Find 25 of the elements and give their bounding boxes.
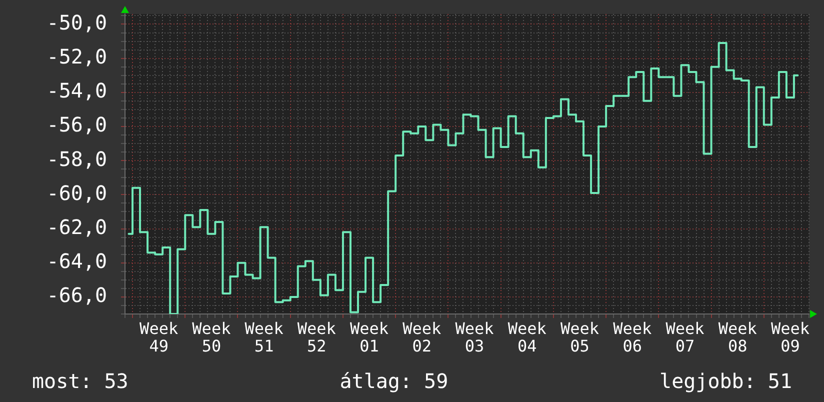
text: most: 53: [32, 369, 128, 393]
text: legjobb: 51: [660, 369, 792, 393]
y-tick-label: -66,0: [46, 283, 107, 308]
x-tick-label: Week 50: [192, 318, 232, 356]
x-tick-label: Week 02: [402, 318, 442, 356]
x-tick-label: Week 09: [770, 318, 810, 356]
y-tick-label: -64,0: [46, 249, 107, 274]
text: átlag: 59: [340, 369, 448, 393]
y-tick-label: -62,0: [46, 214, 107, 239]
y-tick-label: -54,0: [46, 78, 107, 103]
y-tick-label: -56,0: [46, 112, 107, 137]
x-tick-label: Week 01: [350, 318, 389, 356]
y-tick-label: -58,0: [46, 146, 107, 171]
x-tick-label: Week 49: [140, 318, 178, 356]
x-tick-label: Week 05: [560, 318, 600, 356]
y-tick-label: -50,0: [46, 10, 107, 34]
x-tick-label: Week 06: [613, 318, 652, 356]
x-tick-label: Week 08: [718, 318, 758, 356]
x-tick-label: Week 52: [297, 318, 336, 356]
x-tick-label: Week 51: [244, 318, 284, 356]
y-tick-label: -52,0: [46, 44, 107, 69]
x-tick-label: Week 03: [455, 318, 494, 356]
x-tick-label: Week 04: [508, 318, 547, 356]
x-tick-label: Week 07: [666, 318, 705, 356]
y-tick-label: -60,0: [46, 180, 107, 205]
